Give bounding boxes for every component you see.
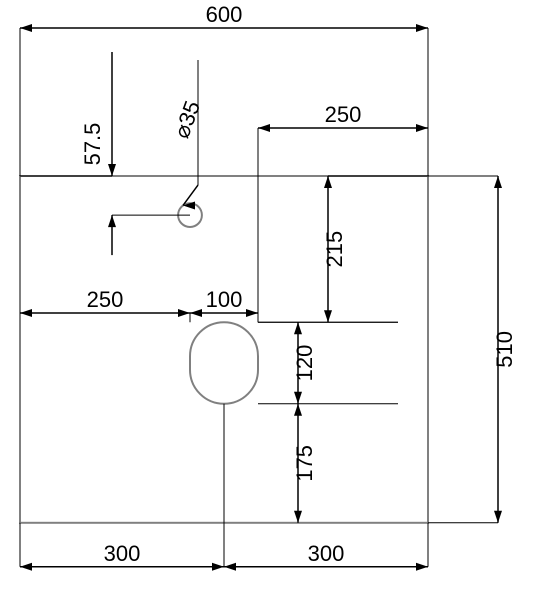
dim-175: 175 — [292, 445, 317, 482]
dim-250-right: 250 — [325, 102, 362, 127]
dim-300-right: 300 — [308, 541, 345, 566]
dim-100: 100 — [206, 287, 243, 312]
dim-120: 120 — [292, 345, 317, 382]
dim-57-5: 57.5 — [80, 123, 105, 166]
dim-dia35: ⌀35 — [169, 97, 205, 141]
center-slot — [190, 322, 258, 404]
dim-300-left: 300 — [104, 541, 141, 566]
dim-510: 510 — [492, 331, 517, 368]
dim-215: 215 — [322, 231, 347, 268]
dim-600: 600 — [206, 2, 243, 27]
dim-250-left: 250 — [87, 287, 124, 312]
